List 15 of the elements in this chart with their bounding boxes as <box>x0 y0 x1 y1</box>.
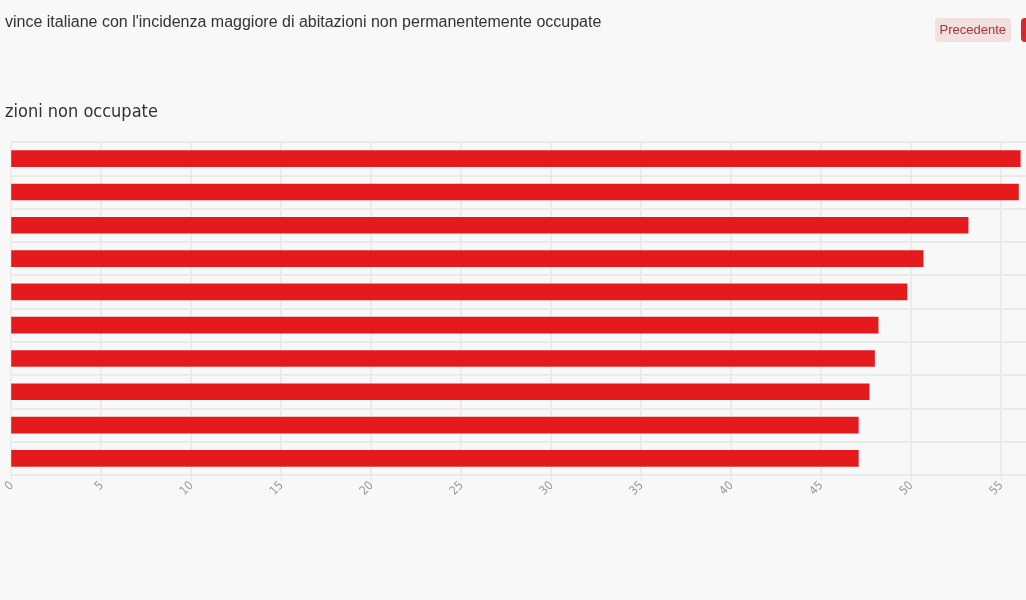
x-tick-label: 20 <box>356 477 377 498</box>
x-tick-label: 45 <box>806 478 826 498</box>
x-tick-label: 25 <box>446 478 466 498</box>
x-tick-label: 35 <box>626 478 646 498</box>
x-tick-label: 30 <box>536 477 557 498</box>
x-tick-label: 40 <box>716 477 736 498</box>
x-tick-label: 50 <box>896 477 916 498</box>
text: Precedente <box>934 18 1011 42</box>
chart-title: vince italiane con l'incidenza maggiore di abitazioni non permanentemente occupate <box>5 12 602 30</box>
x-tick-label: 10 <box>176 477 197 498</box>
chart-subtitle: zioni non occupate <box>5 99 158 121</box>
x-tick-label: 0 <box>1 477 17 493</box>
x-tick-label: 5 <box>91 478 107 493</box>
x-tick-label: 15 <box>266 478 287 498</box>
x-tick-label: 55 <box>986 478 1006 498</box>
